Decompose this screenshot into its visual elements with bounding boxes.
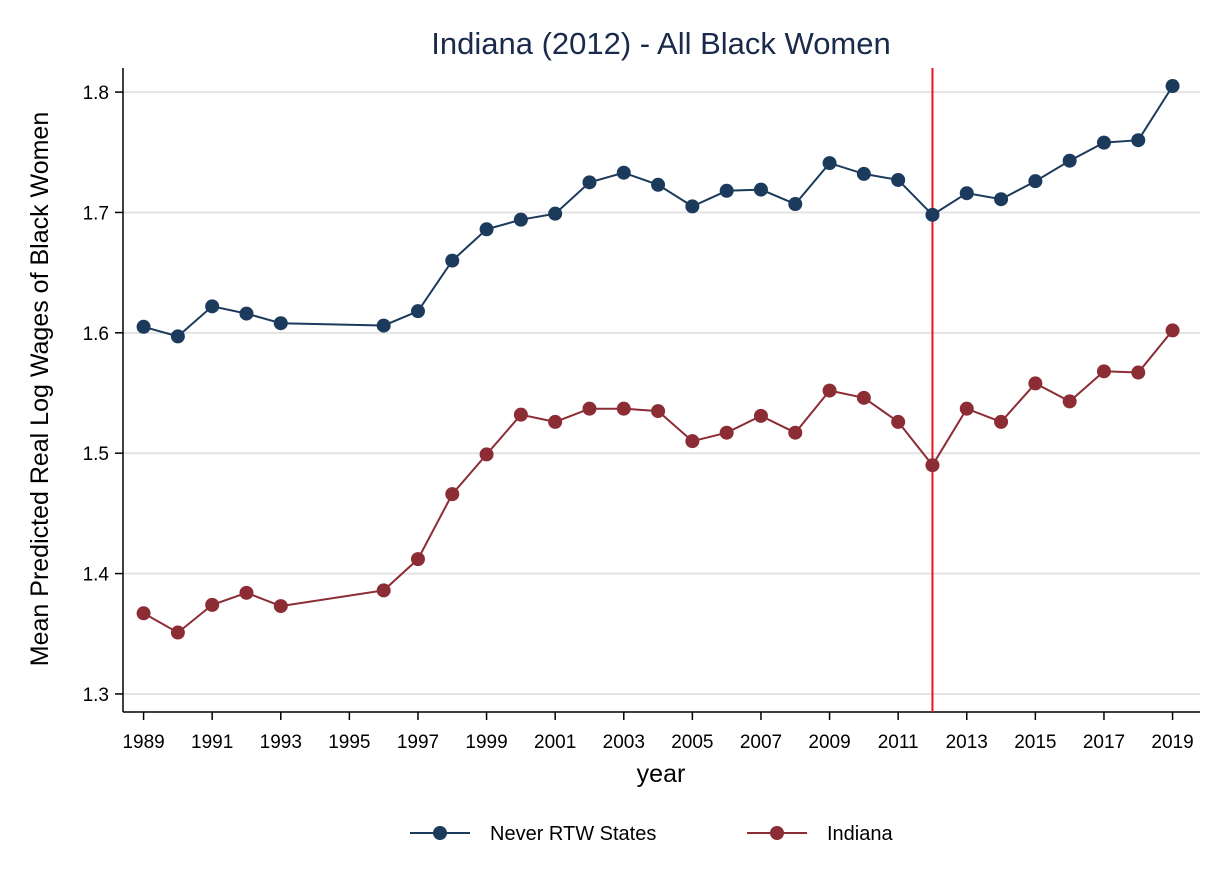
y-tick-label: 1.8 xyxy=(83,83,109,104)
y-tick-label: 1.5 xyxy=(83,444,109,465)
legend-label: Indiana xyxy=(827,823,893,845)
data-point xyxy=(616,165,631,180)
x-tick-label: 2009 xyxy=(808,732,850,753)
data-point xyxy=(1062,153,1077,168)
x-tick-label: 1991 xyxy=(191,732,233,753)
data-point xyxy=(548,414,563,429)
data-point xyxy=(205,299,220,314)
data-point xyxy=(925,458,940,473)
data-point xyxy=(959,186,974,201)
data-point xyxy=(445,253,460,268)
data-point xyxy=(753,408,768,423)
data-point xyxy=(205,597,220,612)
data-point xyxy=(548,206,563,221)
data-point xyxy=(1096,135,1111,150)
y-tick-label: 1.6 xyxy=(83,324,109,345)
x-tick-label: 1999 xyxy=(465,732,507,753)
data-point xyxy=(273,316,288,331)
data-point xyxy=(1165,323,1180,338)
x-tick-label: 1997 xyxy=(397,732,439,753)
data-point xyxy=(1131,133,1146,148)
data-point xyxy=(856,166,871,181)
data-point xyxy=(273,599,288,614)
data-point xyxy=(513,407,528,422)
legend: Never RTW States Indiana xyxy=(410,823,893,845)
data-point xyxy=(651,177,666,192)
x-tick-label: 1993 xyxy=(260,732,302,753)
data-point xyxy=(685,434,700,449)
data-point xyxy=(788,197,803,212)
series-1 xyxy=(136,323,1180,640)
data-point xyxy=(136,606,151,621)
data-point xyxy=(410,552,425,567)
data-point xyxy=(479,222,494,237)
y-tick-label: 1.4 xyxy=(83,565,110,586)
x-tick-label: 2015 xyxy=(1014,732,1056,753)
data-point xyxy=(1028,174,1043,189)
data-point xyxy=(891,414,906,429)
data-point xyxy=(170,329,185,344)
x-axis-label: year xyxy=(637,760,686,788)
data-point xyxy=(685,199,700,214)
x-tick-label: 2005 xyxy=(671,732,713,753)
data-point xyxy=(719,183,734,198)
data-point xyxy=(753,182,768,197)
x-tick-label: 2003 xyxy=(603,732,645,753)
legend-label: Never RTW States xyxy=(490,823,656,845)
x-tick-label: 2019 xyxy=(1151,732,1193,753)
data-point xyxy=(582,401,597,416)
data-point xyxy=(994,414,1009,429)
y-tick-label: 1.7 xyxy=(83,203,109,224)
series-group xyxy=(136,79,1180,640)
legend-swatch-marker xyxy=(770,826,784,840)
data-point xyxy=(376,583,391,598)
data-point xyxy=(582,175,597,190)
x-tick-label: 2013 xyxy=(946,732,988,753)
data-point xyxy=(651,404,666,419)
data-point xyxy=(239,585,254,600)
data-point xyxy=(788,425,803,440)
y-axis-ticks: 1.3 1.4 1.5 1.6 1.7 1.8 xyxy=(83,83,123,706)
data-point xyxy=(513,212,528,227)
data-point xyxy=(445,487,460,502)
x-tick-label: 2017 xyxy=(1083,732,1125,753)
data-point xyxy=(1062,394,1077,409)
data-point xyxy=(719,425,734,440)
data-point xyxy=(1096,364,1111,379)
data-point xyxy=(170,625,185,640)
x-axis-ticks: 1989 1991 1993 1995 1997 1999 2001 2003 2005 2007… xyxy=(122,712,1194,753)
gridlines xyxy=(123,91,1200,695)
data-point xyxy=(856,390,871,405)
data-point xyxy=(994,192,1009,207)
y-tick-label: 1.3 xyxy=(83,685,109,706)
data-point xyxy=(1165,79,1180,94)
data-point xyxy=(1028,376,1043,391)
data-point xyxy=(822,383,837,398)
data-point xyxy=(616,401,631,416)
data-point xyxy=(1131,365,1146,380)
series-0 xyxy=(136,79,1180,344)
y-axis-label: Mean Predicted Real Log Wages of Black W… xyxy=(26,112,54,666)
x-tick-label: 1989 xyxy=(122,732,164,753)
series-line xyxy=(143,329,1174,634)
axes xyxy=(122,68,1200,713)
data-point xyxy=(959,401,974,416)
data-point xyxy=(891,172,906,187)
legend-swatch-marker xyxy=(433,826,447,840)
x-tick-label: 2011 xyxy=(878,732,919,753)
x-tick-label: 2007 xyxy=(740,732,782,753)
data-point xyxy=(479,447,494,462)
series-line xyxy=(143,85,1174,338)
data-point xyxy=(410,304,425,319)
chart-title: Indiana (2012) - All Black Women xyxy=(431,26,891,61)
data-point xyxy=(925,207,940,222)
data-point xyxy=(376,318,391,333)
data-point xyxy=(136,319,151,334)
data-point xyxy=(239,306,254,321)
data-point xyxy=(822,156,837,171)
x-tick-label: 2001 xyxy=(534,732,576,753)
x-tick-label: 1995 xyxy=(328,732,370,753)
